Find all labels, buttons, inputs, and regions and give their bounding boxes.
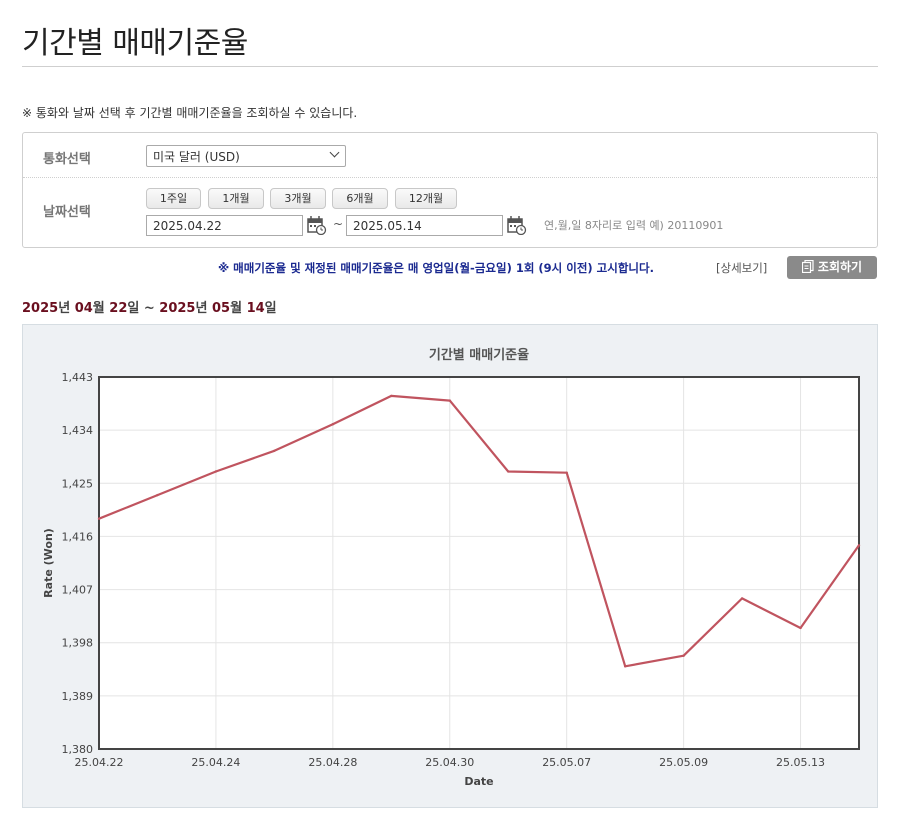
series-line [98,394,860,668]
calendar-icon[interactable] [507,215,527,235]
y-tick-label: 1,416 [62,530,94,543]
title-divider [22,66,878,67]
date-range-summary: 2025년 04월 22일 ~ 2025년 05월 14일 [22,301,277,316]
currency-select-value: 미국 달러 (USD) [153,150,240,164]
query-button-label: 조회하기 [817,260,863,274]
period-button-12months[interactable]: 12개월 [395,188,457,209]
x-tick-label: 25.04.24 [191,756,240,769]
data-point [97,517,101,520]
x-tick-label: 25.04.22 [75,756,124,769]
x-tick-label: 25.05.09 [659,756,708,769]
start-date-input[interactable]: 2025.04.22 [146,215,303,236]
notice-schedule-text: ※ 매매기준율 및 재정된 매매기준율은 매 영업일(월-금요일) 1회 (9시… [218,261,654,275]
data-point [214,470,218,473]
plot-border [98,376,860,750]
y-tick-label: 1,425 [62,477,94,490]
y-tick-label: 1,380 [62,743,94,756]
period-button-3months[interactable]: 3개월 [270,188,326,209]
y-tick-label: 1,398 [62,637,94,650]
x-tick-label: 25.05.07 [542,756,591,769]
notice-text: ※ 통화와 날짜 선택 후 기간별 매매기준율을 조회하실 수 있습니다. [22,106,358,120]
y-tick-label: 1,407 [62,584,94,597]
period-button-1month[interactable]: 1개월 [208,188,264,209]
data-point [565,471,568,474]
x-axis-label: Date [464,775,493,788]
data-point [857,544,861,547]
query-button[interactable]: 조회하기 [787,256,877,279]
currency-select[interactable]: 미국 달러 (USD) [146,145,346,167]
document-icon [801,259,814,274]
date-format-hint: 연,월,일 8자리로 입력 예) 20110901 [544,219,724,232]
x-tick-label: 25.05.13 [776,756,825,769]
chart-container: 1,380 1,389 1,398 1,407 1,416 1,425 1,434 1,443… [22,324,878,808]
search-panel: 통화선택 미국 달러 (USD) 날짜선택 1주일 1개월 3개월 6개월 12… [22,132,878,248]
data-point [799,626,802,630]
data-point [273,449,276,453]
page-title: 기간별 매매기준율 [22,26,248,61]
detail-link[interactable]: [상세보기] [716,261,768,275]
plot-area [99,377,859,749]
end-date-input[interactable]: 2025.05.14 [346,215,503,236]
period-button-6months[interactable]: 6개월 [332,188,388,209]
chevron-down-icon [329,147,340,158]
period-button-1week[interactable]: 1주일 [146,188,201,209]
calendar-icon[interactable] [307,215,327,235]
data-point [390,394,393,398]
chart-title: 기간별 매매기준율 [429,347,529,363]
x-tick-label: 25.04.30 [425,756,474,769]
date-label: 날짜선택 [43,205,91,220]
y-tick-label: 1,389 [62,690,94,703]
rate-chart: 1,380 1,389 1,398 1,407 1,416 1,425 1,434 1,443… [42,347,861,788]
data-point [682,654,685,657]
y-tick-label: 1,434 [62,424,94,437]
data-point [331,423,335,426]
date-separator: ~ [333,217,344,231]
y-axis-label: Rate (Won) [42,528,55,598]
x-tick-label: 25.04.28 [308,756,357,769]
currency-label: 통화선택 [43,152,91,167]
currency-row: 통화선택 미국 달러 (USD) [23,133,877,178]
data-point [507,470,510,473]
data-point [623,665,627,668]
y-tick-label: 1,443 [62,371,94,384]
data-point [448,399,451,402]
data-point [740,597,744,600]
data-point [156,493,159,497]
